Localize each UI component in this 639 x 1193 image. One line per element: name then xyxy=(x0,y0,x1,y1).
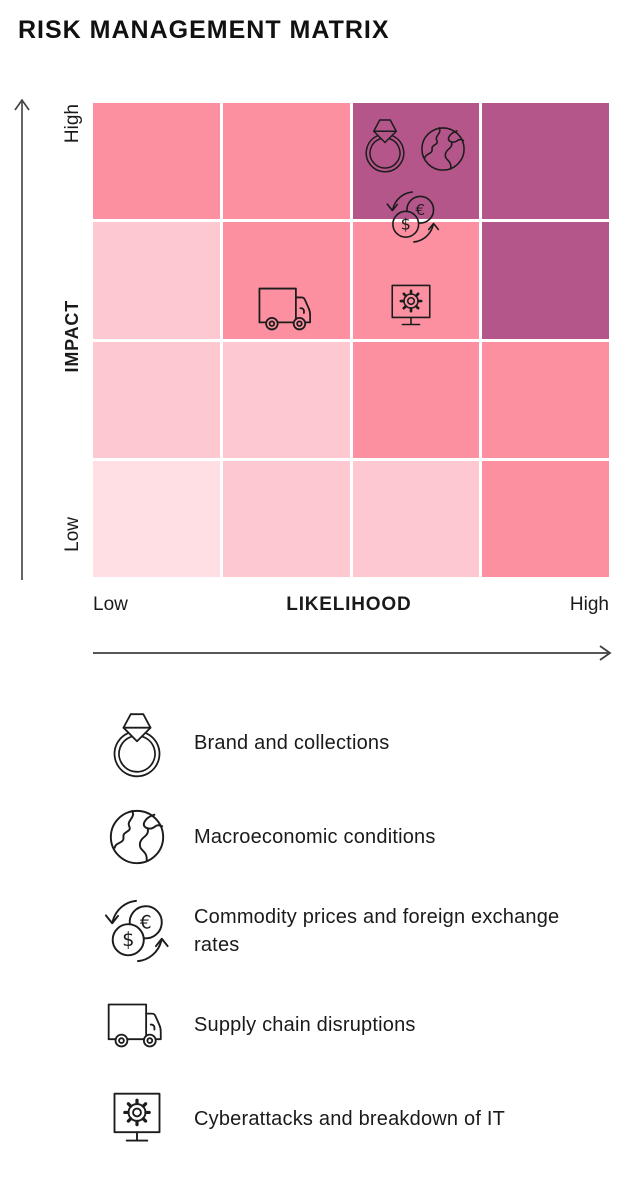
impact-high-label: High xyxy=(62,104,83,144)
globe-icon xyxy=(100,800,174,874)
page-title: RISK MANAGEMENT MATRIX xyxy=(18,16,390,44)
matrix-cell-r3c4 xyxy=(482,341,609,458)
matrix-cell-r3c1 xyxy=(93,341,220,458)
likelihood-axis-labels: Low LIKELIHOOD High xyxy=(93,592,609,618)
matrix-cell-r2c3 xyxy=(352,222,480,339)
matrix-cell-r2c2 xyxy=(222,222,350,339)
matrix-cell-r4c3 xyxy=(352,460,480,577)
likelihood-axis-title: LIKELIHOOD xyxy=(286,594,412,615)
matrix-cell-r1c1 xyxy=(93,103,220,220)
legend-item-supply: Supply chain disruptions xyxy=(100,988,620,1062)
matrix-cell-r2c4 xyxy=(482,222,609,339)
matrix-cell-r4c4 xyxy=(482,460,609,577)
legend-item-cyber: Cyberattacks and breakdown of IT xyxy=(100,1082,620,1156)
legend-item-brand: Brand and collections xyxy=(100,706,620,780)
impact-low-label: Low xyxy=(62,517,83,552)
legend-item-label: Cyberattacks and breakdown of IT xyxy=(194,1108,505,1130)
legend-item-label: Macroeconomic conditions xyxy=(194,826,436,848)
monitor-gear-icon xyxy=(100,1082,174,1156)
ring-icon xyxy=(100,706,174,780)
matrix-cell-r3c3 xyxy=(352,341,480,458)
risk-matrix-grid xyxy=(93,103,609,577)
legend: Brand and collections Macroeconomic cond… xyxy=(100,706,620,1156)
legend-item-macro: Macroeconomic conditions xyxy=(100,800,620,874)
matrix-cell-r1c2 xyxy=(222,103,350,220)
matrix-cell-r2c1 xyxy=(93,222,220,339)
legend-item-label: Supply chain disruptions xyxy=(194,1014,416,1036)
likelihood-high-label: High xyxy=(569,594,609,615)
currency-exchange-icon xyxy=(100,894,174,968)
legend-item-label: Commodity prices and foreign exchange ra… xyxy=(194,906,560,956)
matrix-cell-r4c1 xyxy=(93,460,220,577)
impact-axis-title: IMPACT xyxy=(62,300,82,373)
likelihood-low-label: Low xyxy=(93,594,128,615)
legend-item-commodity: Commodity prices and foreign exchange ra… xyxy=(100,894,620,968)
matrix-cell-r4c2 xyxy=(222,460,350,577)
matrix-cell-r3c2 xyxy=(222,341,350,458)
truck-icon xyxy=(100,988,174,1062)
impact-axis-arrow xyxy=(14,98,30,580)
matrix-cell-r1c4 xyxy=(482,103,609,220)
legend-item-label: Brand and collections xyxy=(194,732,390,754)
matrix-cell-r1c3 xyxy=(352,103,480,220)
likelihood-axis-arrow xyxy=(93,645,612,661)
